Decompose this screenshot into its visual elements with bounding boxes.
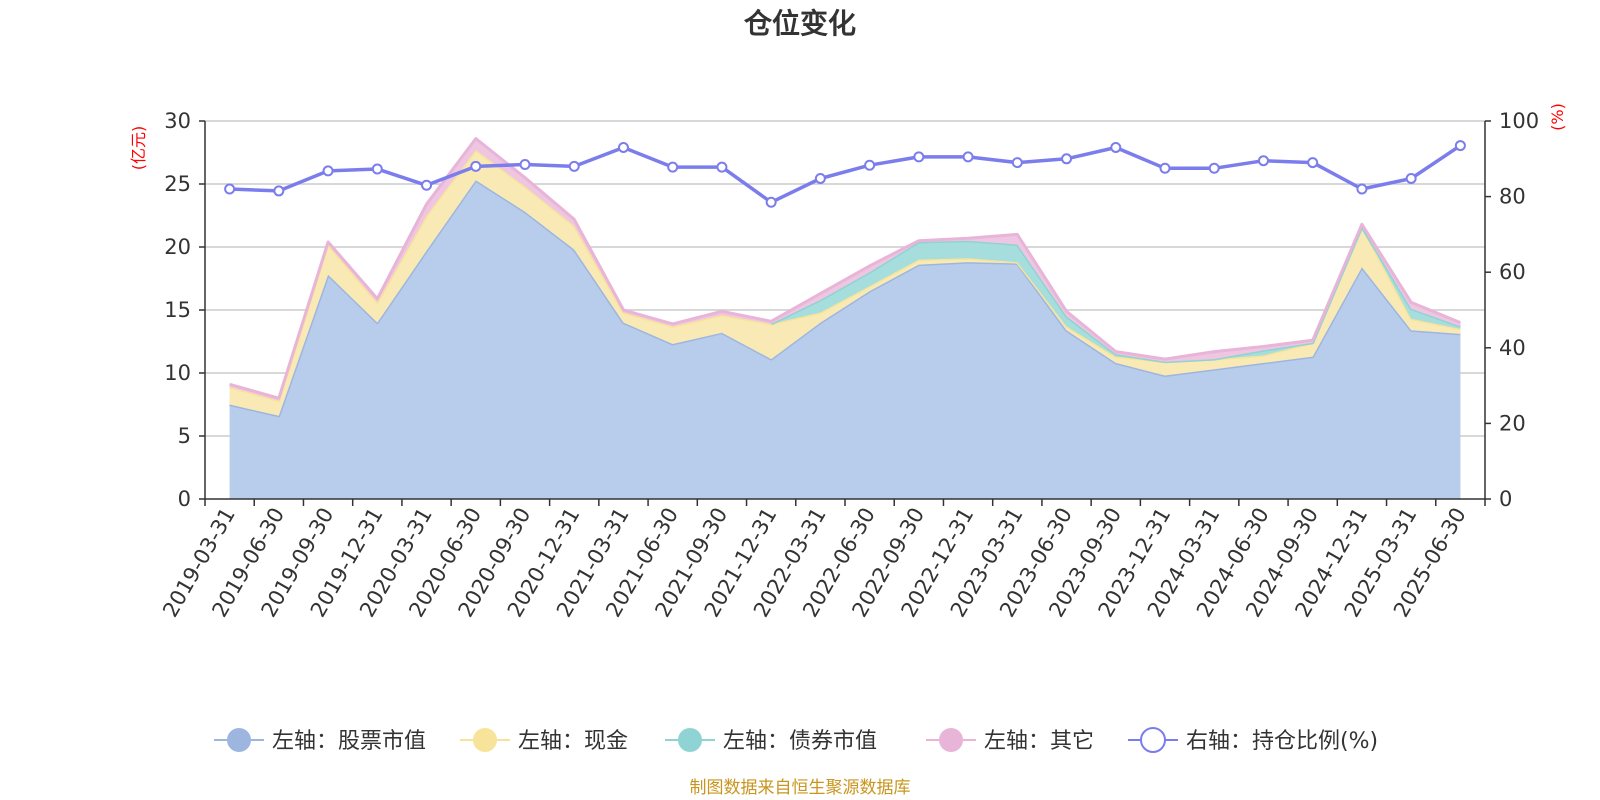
chart-title: 仓位变化	[744, 7, 856, 40]
source-note: 制图数据来自恒生聚源数据库	[690, 778, 911, 798]
legend-item[interactable]: 左轴：现金	[460, 728, 628, 754]
ratio-point	[1208, 162, 1220, 174]
ratio-point	[864, 159, 876, 171]
right-tick-label: 80	[1499, 185, 1526, 209]
legend-item[interactable]: 右轴：持仓比例(%)	[1128, 727, 1378, 754]
right-tick-label: 20	[1499, 411, 1526, 435]
left-tick-label: 25	[164, 172, 191, 196]
ratio-point	[962, 151, 974, 163]
ratio-point	[617, 141, 629, 153]
area-左轴：现金	[229, 150, 1461, 416]
ratio-point	[1307, 157, 1319, 169]
ratio-point	[1454, 140, 1466, 152]
right-tick-label: 100	[1499, 109, 1539, 133]
left-tick-label: 20	[164, 235, 191, 259]
ratio-point	[913, 151, 925, 163]
left-tick-label: 15	[164, 298, 191, 322]
ratio-point	[1110, 141, 1122, 153]
legend-label: 右轴：持仓比例(%)	[1186, 729, 1378, 754]
legend-label: 左轴：股票市值	[272, 729, 426, 754]
legend-label: 左轴：债券市值	[723, 729, 877, 754]
ratio-point	[1356, 183, 1368, 195]
ratio-point	[273, 185, 285, 197]
right-tick-label: 60	[1499, 260, 1526, 284]
ratio-point	[1257, 155, 1269, 167]
legend-label: 左轴：其它	[984, 729, 1094, 754]
left-tick-label: 30	[164, 109, 191, 133]
ratio-line	[224, 140, 1466, 208]
legend[interactable]: 左轴：股票市值 左轴：现金 左轴：债券市值 左轴：其它 右轴：持仓比例(%)	[214, 727, 1378, 754]
ratio-point	[667, 161, 679, 173]
legend-circle-icon	[678, 728, 702, 752]
area-edge-左轴：其它	[229, 137, 1461, 400]
right-axis-unit: (%)	[1548, 103, 1567, 131]
ratio-point	[1405, 172, 1417, 184]
left-tick-label: 5	[178, 424, 191, 448]
ratio-point	[322, 165, 334, 177]
left-axis-unit: (亿元)	[129, 126, 148, 171]
legend-item[interactable]: 左轴：股票市值	[214, 728, 426, 754]
legend-circle-icon	[939, 728, 963, 752]
legend-hollow-circle-icon	[1140, 727, 1166, 753]
legend-item[interactable]: 左轴：其它	[926, 728, 1094, 754]
ratio-point	[371, 163, 383, 175]
legend-circle-icon	[227, 728, 251, 752]
legend-label: 左轴：现金	[518, 729, 628, 754]
ratio-point	[1159, 162, 1171, 174]
ratio-point	[568, 160, 580, 172]
right-tick-label: 0	[1499, 487, 1512, 511]
ratio-point	[1011, 157, 1023, 169]
ratio-point	[421, 179, 433, 191]
ratio-point	[470, 160, 482, 172]
line-右轴：持仓比例(%)	[229, 144, 1462, 205]
ratio-point	[716, 161, 728, 173]
ratio-point	[814, 172, 826, 184]
left-tick-label: 10	[164, 361, 191, 385]
legend-circle-icon	[473, 728, 497, 752]
stacked-areas	[229, 137, 1461, 499]
area-左轴：股票市值	[229, 180, 1461, 499]
ratio-point	[765, 196, 777, 208]
ratio-point	[224, 183, 236, 195]
legend-item[interactable]: 左轴：债券市值	[665, 728, 877, 754]
ratio-point	[1061, 153, 1073, 165]
ratio-point	[519, 158, 531, 170]
right-tick-label: 40	[1499, 336, 1526, 360]
left-tick-label: 0	[178, 487, 191, 511]
